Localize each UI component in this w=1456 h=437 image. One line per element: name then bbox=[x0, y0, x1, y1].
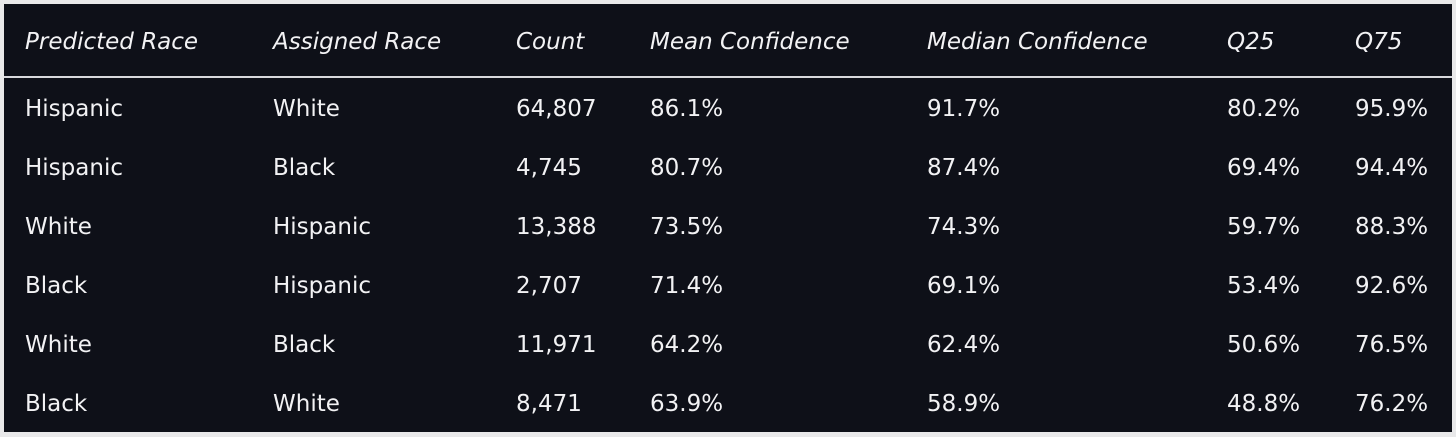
table-cell: Black bbox=[273, 332, 336, 358]
table-cell: White bbox=[25, 332, 92, 358]
table-cell: Hispanic bbox=[273, 273, 371, 299]
table-cell: 4,745 bbox=[516, 155, 582, 181]
table-cell: 91.7% bbox=[927, 96, 1001, 122]
table-cell: 64.2% bbox=[650, 332, 724, 358]
table-cell: 69.4% bbox=[1227, 155, 1301, 181]
table-cell: 8,471 bbox=[516, 391, 582, 417]
table-cell: 2,707 bbox=[516, 273, 582, 299]
column-header: Predicted Race bbox=[25, 29, 199, 55]
table-cell: 92.6% bbox=[1355, 273, 1429, 299]
table-cell: 48.8% bbox=[1227, 391, 1301, 417]
column-header: Q75 bbox=[1355, 29, 1403, 55]
table-cell: 13,388 bbox=[516, 214, 597, 240]
table-cell: 58.9% bbox=[927, 391, 1001, 417]
table-cell: Black bbox=[25, 273, 88, 299]
table-cell: 63.9% bbox=[650, 391, 724, 417]
table-cell: 11,971 bbox=[516, 332, 597, 358]
table-cell: 73.5% bbox=[650, 214, 724, 240]
table-cell: 74.3% bbox=[927, 214, 1001, 240]
table-cell: 50.6% bbox=[1227, 332, 1301, 358]
header-rule bbox=[4, 76, 1452, 78]
table-cell: 76.5% bbox=[1355, 332, 1429, 358]
table-cell: White bbox=[273, 96, 340, 122]
column-header: Q25 bbox=[1227, 29, 1275, 55]
table: Predicted Race Assigned Race Count Mean Con… bbox=[4, 4, 1452, 432]
table-cell: 95.9% bbox=[1355, 96, 1429, 122]
table-cell: 76.2% bbox=[1355, 391, 1429, 417]
table-cell: 71.4% bbox=[650, 273, 724, 299]
table-cell: 87.4% bbox=[927, 155, 1001, 181]
table-cell: Hispanic bbox=[25, 96, 123, 122]
column-header: Mean Confidence bbox=[650, 29, 850, 55]
column-header: Median Confidence bbox=[927, 29, 1148, 55]
column-header: Count bbox=[516, 29, 585, 55]
table-cell: White bbox=[273, 391, 340, 417]
table-cell: 80.7% bbox=[650, 155, 724, 181]
table-cell: 53.4% bbox=[1227, 273, 1301, 299]
table-cell: 69.1% bbox=[927, 273, 1001, 299]
table-cell: 62.4% bbox=[927, 332, 1001, 358]
table-cell: 64,807 bbox=[516, 96, 597, 122]
column-header: Assigned Race bbox=[273, 29, 442, 55]
table-cell: White bbox=[25, 214, 92, 240]
table-cell: 59.7% bbox=[1227, 214, 1301, 240]
table-cell: 88.3% bbox=[1355, 214, 1429, 240]
table-cell: 80.2% bbox=[1227, 96, 1301, 122]
table-cell: Hispanic bbox=[25, 155, 123, 181]
table-cell: Black bbox=[25, 391, 88, 417]
table-cell: Hispanic bbox=[273, 214, 371, 240]
table-cell: 94.4% bbox=[1355, 155, 1429, 181]
table-cell: Black bbox=[273, 155, 336, 181]
table-cell: 86.1% bbox=[650, 96, 724, 122]
